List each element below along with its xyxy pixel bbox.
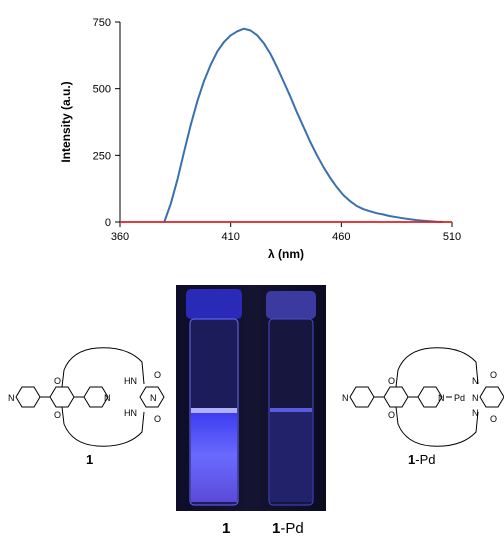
- atom-o-label: O: [154, 414, 161, 424]
- atom-n-label: N: [8, 393, 15, 403]
- photo-caption-1-pd-rest: -Pd: [280, 520, 304, 537]
- atom-o-label: O: [490, 414, 497, 424]
- atom-hn-label: HN: [124, 408, 137, 418]
- atom-pd-label: Pd: [454, 393, 465, 403]
- x-tick-label: 460: [332, 231, 350, 243]
- emission-spectrum-chart: 0 250 500 750 360 410 460 510 λ (nm) Intensity…: [59, 17, 461, 261]
- y-tick-label: 500: [93, 84, 111, 96]
- photo-caption-1: 1: [222, 520, 231, 537]
- y-ticks: 0 250 500 750: [93, 17, 120, 229]
- x-ticks: 360 410 460 510: [111, 222, 461, 243]
- atom-hn-label: HN: [124, 376, 137, 386]
- atom-n-label: N: [150, 393, 157, 403]
- photo-caption-1-pd: 1-Pd: [272, 520, 304, 537]
- atom-n-label: N: [472, 376, 479, 386]
- compound-1-pd-label-rest: -Pd: [415, 452, 435, 467]
- x-tick-label: 510: [443, 231, 461, 243]
- vials-photo: [176, 285, 326, 511]
- y-axis-label: Intensity (a.u.): [59, 81, 73, 162]
- x-tick-label: 410: [221, 231, 239, 243]
- emission-series-line: [163, 27, 444, 223]
- y-tick-label: 250: [93, 150, 111, 162]
- atom-n-label: N: [472, 408, 479, 418]
- photo-caption-1-pd-bold: 1: [272, 520, 281, 537]
- atom-o-label: O: [490, 370, 497, 380]
- x-axis-label: λ (nm): [268, 247, 304, 261]
- atom-o-label: O: [388, 410, 395, 420]
- atom-n-label: N: [472, 393, 479, 403]
- atom-n-label: N: [438, 393, 445, 403]
- y-tick-label: 750: [93, 17, 111, 29]
- compound-1-pd-label: 1-Pd: [408, 452, 435, 467]
- compound-1-pd-structure: N N Pd O O N N N O O 1-Pd: [342, 347, 504, 467]
- atom-o-label: O: [388, 376, 395, 386]
- atom-n-label: N: [342, 393, 349, 403]
- atom-o-label: O: [154, 370, 161, 380]
- x-tick-label: 360: [111, 231, 129, 243]
- atom-o-label: O: [54, 410, 61, 420]
- compound-1-structure: N N O O HN HN N O O 1: [8, 347, 165, 467]
- compound-1-label: 1: [86, 452, 93, 467]
- atom-n-label: N: [104, 393, 111, 403]
- series-layer: [120, 27, 452, 223]
- compound-1-pd-label-bold: 1: [408, 452, 415, 467]
- y-tick-label: 0: [105, 217, 111, 229]
- atom-o-label: O: [54, 376, 61, 386]
